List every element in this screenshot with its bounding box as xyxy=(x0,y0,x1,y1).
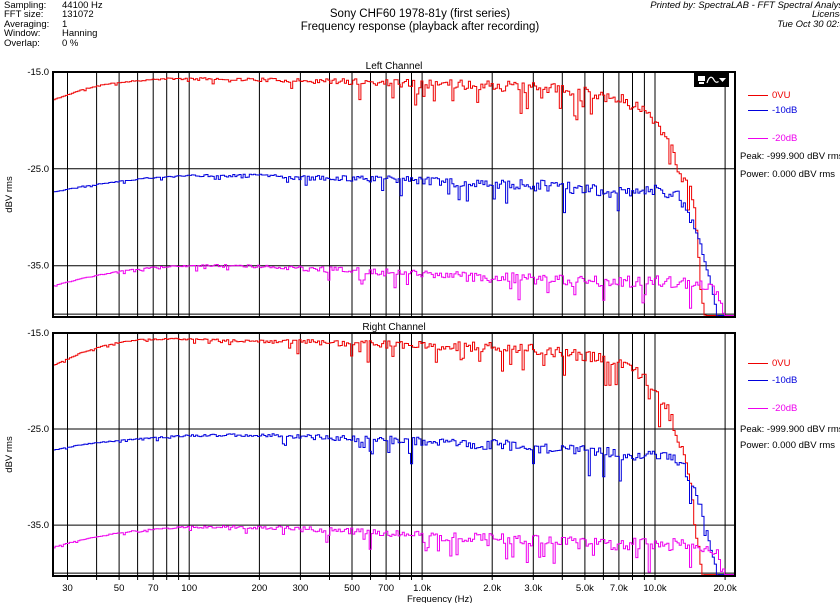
setting-label: Sampling: xyxy=(4,0,47,11)
x-tick-label: 20.0k xyxy=(713,583,736,594)
legend-label: -10dB xyxy=(772,374,798,386)
x-tick-label: 700 xyxy=(378,583,394,594)
logo-printer-tray xyxy=(699,82,704,84)
spectraplus-logo-icon xyxy=(694,73,729,87)
legend-label: -10dB xyxy=(772,104,798,116)
peak-readout-left: Peak: -999.900 dBV rms xyxy=(740,151,840,162)
y-axis-label: dBV rms xyxy=(4,176,15,213)
trace-0VU xyxy=(53,337,735,576)
trace--20dB xyxy=(53,525,735,576)
x-tick-label: 100 xyxy=(181,583,197,594)
y-tick-label: -15.0 xyxy=(27,328,49,339)
title-line-1: Sony CHF60 1978-81y (first series) xyxy=(329,8,511,20)
setting-value: Hanning xyxy=(62,28,98,40)
legend-swatch-20db xyxy=(748,137,768,139)
legend-swatch-0vu xyxy=(748,94,768,96)
trace-0VU xyxy=(53,77,735,316)
setting-row: Overlap: 0 % xyxy=(4,37,103,49)
legend-swatch-0vu xyxy=(748,362,768,364)
logo-sine-glyph xyxy=(706,76,719,84)
trace--20dB xyxy=(53,264,735,316)
x-tick-label: 30 xyxy=(62,583,73,594)
y-tick-label: -35.0 xyxy=(27,520,49,531)
logo-triangle-glyph xyxy=(719,78,726,82)
x-tick-label: 70 xyxy=(148,583,159,594)
plot-border xyxy=(52,332,736,577)
x-tick-label: 3.0k xyxy=(524,583,542,594)
legend-label: 0VU xyxy=(772,357,791,369)
setting-row: Sampling: 44100 Hz xyxy=(4,0,103,11)
trace--10dB xyxy=(53,173,735,317)
x-tick-label: 7.0k xyxy=(610,583,628,594)
setting-label: Averaging: xyxy=(4,18,50,30)
chart-title: Right Channel xyxy=(362,322,425,333)
x-tick-label: 10.0k xyxy=(643,583,666,594)
trace--10dB xyxy=(53,433,735,576)
x-axis-label: Frequency (Hz) xyxy=(407,594,472,603)
legend-entry-20db-left: -20dB xyxy=(748,132,798,144)
peak-readout-right: Peak: -999.900 dBV rms xyxy=(740,424,840,435)
setting-label: Overlap: xyxy=(4,37,40,49)
legend-label: -20dB xyxy=(772,132,798,144)
legend-swatch-20db xyxy=(748,407,768,409)
title-line-2: Frequency response (playback after recor… xyxy=(300,21,540,33)
setting-row: FFT size: 131072 xyxy=(4,9,103,21)
setting-row: Window: Hanning xyxy=(4,28,103,40)
legend-entry-0vu-right: 0VU xyxy=(748,357,791,369)
legend-entry-10db-right: -10dB xyxy=(748,374,798,386)
setting-label: Window: xyxy=(4,28,41,40)
chart-title: Left Channel xyxy=(366,61,423,72)
legend-entry-20db-right: -20dB xyxy=(748,402,798,414)
x-tick-label: 1.0k xyxy=(413,583,431,594)
x-tick-label: 300 xyxy=(292,583,308,594)
setting-row: Averaging: 1 xyxy=(4,18,103,30)
setting-value: 0 % xyxy=(62,37,79,49)
printed-by-line: Printed by: SpectraLAB - FFT Spectral An… xyxy=(650,0,840,11)
plot-border xyxy=(52,71,736,318)
y-tick-label: -35.0 xyxy=(27,261,49,272)
setting-value: 44100 Hz xyxy=(62,0,103,11)
power-readout-left: Power: 0.000 dBV rms xyxy=(740,169,836,180)
x-tick-label: 5.0k xyxy=(576,583,594,594)
x-tick-label: 200 xyxy=(251,583,267,594)
legend-swatch-10db xyxy=(748,379,768,381)
x-tick-label: 500 xyxy=(344,583,360,594)
y-tick-label: -25.0 xyxy=(27,164,49,175)
y-tick-label: -15.0 xyxy=(27,67,49,78)
legend-entry-0vu-left: 0VU xyxy=(748,89,791,101)
x-tick-label: 50 xyxy=(114,583,125,594)
analysis-settings: Sampling: 44100 Hz FFT size: 131072 Averag… xyxy=(4,0,103,49)
legend-label: 0VU xyxy=(772,89,791,101)
setting-value: 1 xyxy=(62,18,68,30)
print-stamp: Printed by: SpectraLAB - FFT Spectral An… xyxy=(650,0,840,30)
legend-entry-10db-left: -10dB xyxy=(748,104,798,116)
y-tick-label: -25.0 xyxy=(27,424,49,435)
setting-value: 131072 xyxy=(62,9,94,21)
legend-swatch-10db xyxy=(748,109,768,111)
license-line: Licensed xyxy=(811,9,840,21)
power-readout-right: Power: 0.000 dBV rms xyxy=(740,440,836,451)
page-title: Sony CHF60 1978-81y (first series) Frequ… xyxy=(0,8,840,34)
legend-label: -20dB xyxy=(772,402,798,414)
date-line: Tue Oct 30 02:55 xyxy=(777,18,840,30)
setting-label: FFT size: xyxy=(4,9,44,21)
logo-printer-glyph xyxy=(698,76,705,81)
y-axis-label: dBV rms xyxy=(4,436,15,473)
x-tick-label: 2.0k xyxy=(483,583,501,594)
